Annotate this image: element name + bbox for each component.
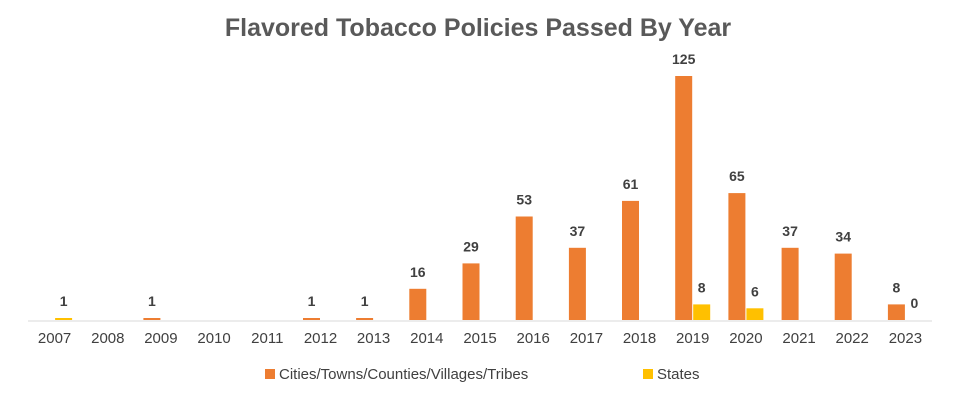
x-tick-label: 2009: [144, 330, 177, 347]
bar-states: [746, 308, 764, 320]
x-tick-label: 2010: [197, 330, 230, 347]
bar-cities: [515, 216, 533, 320]
bar-cities: [462, 263, 480, 320]
x-tick-label: 2008: [91, 330, 124, 347]
x-tick-label: 2018: [623, 330, 656, 347]
bar-cities: [728, 193, 746, 320]
data-label-cities: 37: [570, 223, 586, 239]
bar-cities: [887, 304, 905, 320]
x-tick-label: 2012: [304, 330, 337, 347]
x-tick-label: 2016: [517, 330, 550, 347]
data-label-cities: 1: [148, 293, 156, 309]
data-label-cities: 1: [361, 293, 369, 309]
bar-cities: [781, 247, 799, 320]
data-label-cities: 61: [623, 176, 639, 192]
bar-cities: [143, 318, 161, 320]
x-tick-label: 2015: [463, 330, 496, 347]
x-tick-label: 2014: [410, 330, 443, 347]
x-tick-label: 2017: [570, 330, 603, 347]
bar-states: [693, 304, 711, 320]
bar-cities: [622, 200, 639, 320]
x-tick-label: 2019: [676, 330, 709, 347]
legend-label-states: States: [657, 366, 700, 383]
x-tick-label: 2013: [357, 330, 390, 347]
bar-cities: [834, 253, 852, 320]
x-tick-label: 2020: [729, 330, 762, 347]
data-label-states: 6: [751, 283, 759, 299]
data-label-cities: 53: [516, 192, 532, 208]
data-label-cities: 34: [835, 229, 851, 245]
x-tick-label: 2022: [836, 330, 869, 347]
bars-group: [55, 76, 905, 320]
bar-cities: [675, 76, 693, 320]
data-label-cities: 16: [410, 264, 426, 280]
data-label-cities: 125: [672, 51, 696, 67]
bar-cities: [303, 318, 320, 320]
legend: Cities/Towns/Counties/Villages/Tribes St…: [265, 366, 700, 383]
bar-cities: [568, 247, 586, 320]
data-label-states: 0: [911, 295, 919, 311]
data-label-cities: 65: [729, 168, 745, 184]
legend-swatch-states: [643, 369, 653, 379]
x-tick-label: 2023: [889, 330, 922, 347]
data-label-cities: 37: [782, 223, 798, 239]
data-label-states: 8: [698, 279, 706, 295]
chart-title: Flavored Tobacco Policies Passed By Year: [225, 14, 732, 42]
legend-label-cities: Cities/Towns/Counties/Villages/Tribes: [279, 366, 528, 383]
data-label-cities: 29: [463, 238, 479, 254]
x-tick-label: 2011: [251, 330, 283, 347]
x-tick-label: 2007: [38, 330, 71, 347]
legend-swatch-cities: [265, 369, 275, 379]
bar-cities: [409, 288, 427, 320]
data-label-cities: 1: [308, 293, 316, 309]
data-label-states: 1: [60, 293, 68, 309]
data-label-cities: 8: [893, 279, 901, 295]
bar-cities: [356, 318, 374, 320]
bar-states: [55, 318, 73, 320]
x-tick-labels-group: 2007 2008 2009 2010 2011 2012 2013 2014 2015 2016…: [38, 330, 922, 347]
x-tick-label: 2021: [782, 330, 815, 347]
